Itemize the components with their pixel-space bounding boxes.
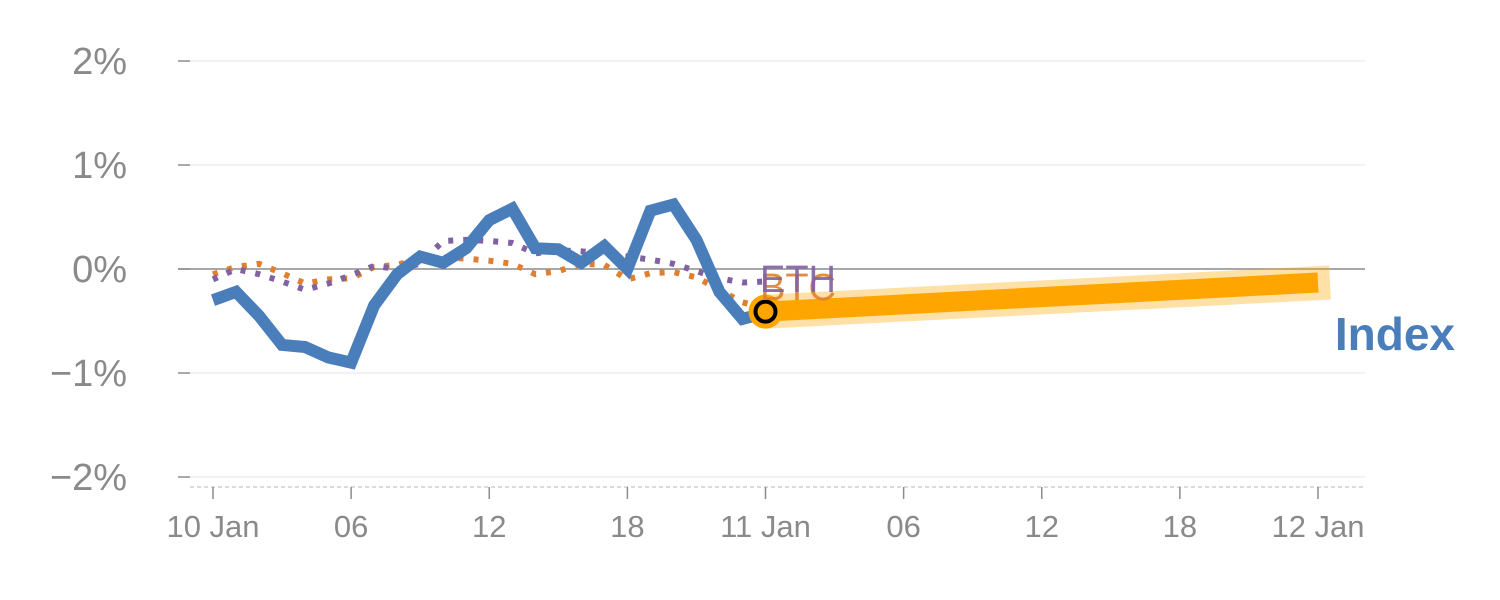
- x-tick-label: 18: [1163, 509, 1197, 544]
- index-label: Index: [1335, 308, 1456, 360]
- y-tick-label: 1%: [72, 145, 127, 187]
- x-tick-label: 12: [472, 509, 506, 544]
- eth-label: ETH: [760, 259, 836, 301]
- y-tick-label: 0%: [72, 249, 127, 291]
- current-point-marker-ring: [753, 299, 778, 324]
- gridlines: [178, 60, 1365, 478]
- x-tick-label: 10 Jan: [166, 509, 259, 544]
- projection-band: [764, 272, 1319, 322]
- eth-line: [211, 236, 766, 293]
- y-tick-label: −1%: [50, 353, 127, 395]
- current-point-marker: [748, 294, 783, 329]
- x-tick-label: 18: [610, 509, 644, 544]
- x-tick-label: 06: [886, 509, 920, 544]
- x-tick-label: 06: [334, 509, 368, 544]
- x-tick-label: 12 Jan: [1271, 509, 1364, 544]
- y-tick-label: −2%: [50, 457, 127, 499]
- series-layer: [210, 197, 1331, 370]
- y-axis: 2% 1% 0% −1% −2%: [50, 41, 190, 499]
- index-line: [210, 197, 768, 370]
- btc-label: BTC: [760, 267, 836, 309]
- y-tick-label: 2%: [72, 41, 127, 83]
- x-tick-label: 12: [1025, 509, 1059, 544]
- btc-line: [212, 254, 767, 312]
- x-axis: 10 Jan 06 12 18 11 Jan 06 12 18 12 Jan: [166, 486, 1365, 544]
- x-tick-label: 11 Jan: [720, 509, 811, 544]
